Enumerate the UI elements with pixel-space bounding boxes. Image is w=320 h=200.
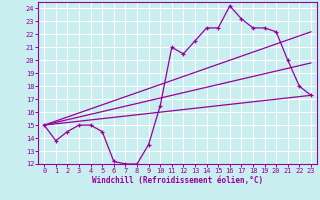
X-axis label: Windchill (Refroidissement éolien,°C): Windchill (Refroidissement éolien,°C) [92,176,263,185]
